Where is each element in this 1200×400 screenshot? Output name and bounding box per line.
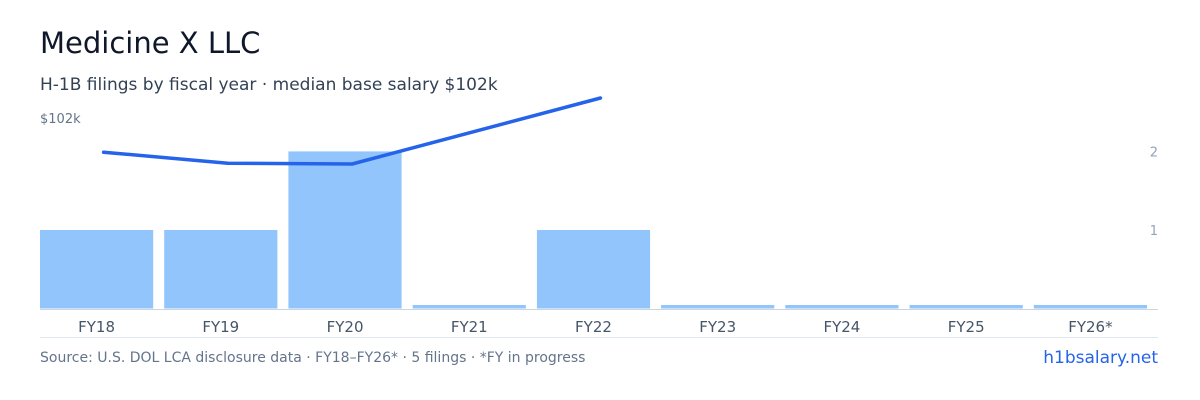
x-tick-label: FY19	[202, 318, 239, 336]
bars-group	[40, 151, 1147, 309]
footer: Source: U.S. DOL LCA disclosure data · F…	[0, 348, 1200, 374]
x-tick-label: FY20	[327, 318, 364, 336]
x-tick-label: FY22	[575, 318, 612, 336]
brand-link[interactable]: h1bsalary.net	[1043, 348, 1158, 368]
bar-fy26-partial	[1033, 305, 1147, 309]
x-axis: FY18 FY19 FY20 FY21 FY22 FY23 FY24 FY25 FY26*	[40, 309, 1158, 338]
chart-title: Medicine X LLC	[40, 26, 261, 60]
x-tick-label: FY26*	[1068, 318, 1113, 336]
bar-fy19	[164, 230, 278, 309]
bar-fy22	[536, 230, 651, 309]
x-tick-label: FY21	[451, 318, 488, 336]
salary-line	[101, 96, 603, 166]
bar-fy21	[412, 305, 526, 309]
bar-fy23	[661, 305, 775, 309]
y-right-tick-label: 2	[1150, 145, 1158, 160]
bar-fy20	[288, 151, 402, 309]
bar-fy25	[909, 305, 1023, 309]
x-tick-label: FY24	[823, 318, 860, 336]
bar-fy24	[785, 305, 899, 309]
x-tick-label: FY23	[699, 318, 736, 336]
chart-subtitle: H-1B filings by fiscal year · median bas…	[40, 75, 498, 95]
source-note: Source: U.S. DOL LCA disclosure data · F…	[40, 350, 586, 366]
x-tick-label: FY18	[78, 318, 115, 336]
y-right-tick-label: 1	[1150, 224, 1158, 239]
y-axis-left-label: $102k	[40, 112, 81, 127]
bar-fy18	[40, 230, 154, 309]
x-tick-label: FY25	[948, 318, 985, 336]
right-axis: 12	[1150, 145, 1158, 239]
line-group	[101, 96, 603, 166]
